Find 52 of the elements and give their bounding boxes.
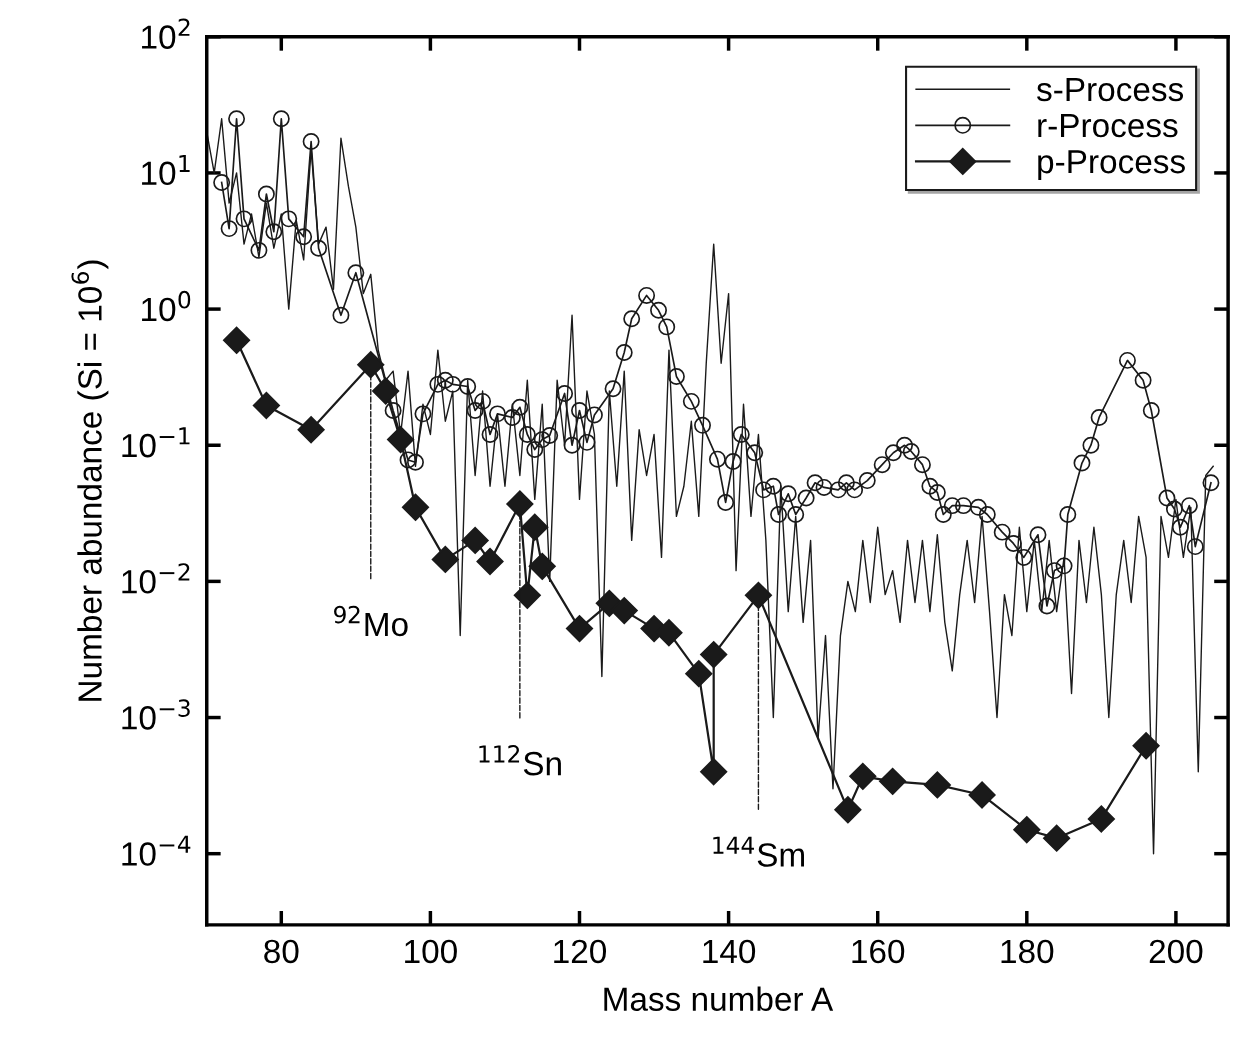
point <box>610 597 638 625</box>
annotation: $^{92}$Mo <box>334 605 408 637</box>
point <box>744 581 773 609</box>
y-tick-label: 10$^{−4}$ <box>122 835 191 866</box>
x-tick-label: 140 <box>703 939 756 964</box>
point <box>401 493 430 521</box>
y-tick-label: 10$^{−3}$ <box>122 699 190 730</box>
x-tick-label: 200 <box>1149 939 1203 964</box>
point <box>372 377 400 405</box>
legend-label: r-Process <box>1038 114 1178 138</box>
point <box>506 490 534 518</box>
point <box>513 581 541 609</box>
x-tick-label: 100 <box>405 939 457 964</box>
point <box>565 615 594 643</box>
point <box>528 552 556 580</box>
point <box>923 771 951 799</box>
point <box>1043 824 1071 852</box>
point <box>252 391 280 420</box>
point <box>431 545 459 574</box>
point <box>700 640 728 669</box>
point <box>222 326 251 354</box>
point <box>834 796 862 824</box>
point <box>1132 732 1160 760</box>
point <box>357 351 385 379</box>
point <box>879 767 907 795</box>
annotation: $^{112}$Sn <box>479 745 561 776</box>
y-tick-label: 10$^{−1}$ <box>122 427 190 458</box>
x-tick-label: 160 <box>852 939 905 964</box>
point <box>476 547 504 576</box>
x-tick-label: 180 <box>1001 939 1054 964</box>
point <box>1087 805 1115 833</box>
y-tick-label: 10$^{1}$ <box>142 155 190 186</box>
point <box>461 526 489 555</box>
x-tick-label: 80 <box>264 939 299 964</box>
annotation: $^{144}$Sm <box>713 836 804 867</box>
y-tick-label: 10$^{0}$ <box>142 290 191 322</box>
point <box>297 416 325 444</box>
point <box>849 762 877 790</box>
x-axis-title: Mass number A <box>604 986 834 1011</box>
y-tick-label: 10$^{−2}$ <box>122 563 190 594</box>
legend-label: s-Process <box>1036 78 1184 102</box>
point <box>700 758 728 786</box>
point <box>968 781 996 809</box>
x-tick-label: 120 <box>554 939 607 964</box>
point <box>386 425 415 454</box>
legend-label: p-Process <box>1038 150 1185 180</box>
y-axis-title: Number abundance (Si = 10$^{6}$) <box>71 260 109 701</box>
point <box>1013 816 1041 844</box>
y-tick-label: 10$^{2}$ <box>142 18 190 49</box>
point <box>489 405 506 423</box>
point <box>521 513 549 541</box>
point <box>685 660 713 688</box>
